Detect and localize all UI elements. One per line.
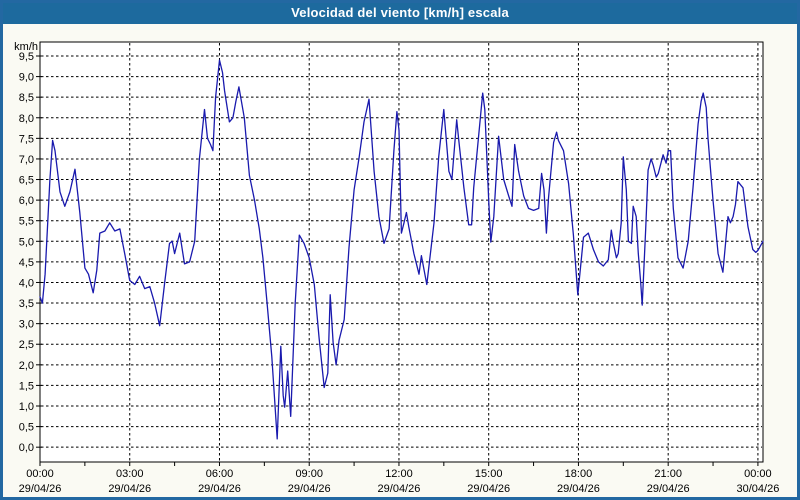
y-tick-label: 3,0	[19, 319, 34, 331]
x-tick-time-label: 00:00	[744, 468, 772, 480]
y-tick-label: 1,5	[19, 380, 34, 392]
y-tick-label: 9,5	[19, 51, 34, 63]
x-tick-date-label: 29/04/26	[198, 483, 241, 495]
y-tick-label: 3,5	[19, 298, 34, 310]
x-tick-date-label: 29/04/26	[647, 483, 690, 495]
x-tick-date-label: 29/04/26	[557, 483, 600, 495]
x-tick-time-label: 06:00	[206, 468, 234, 480]
x-tick-time-label: 00:00	[26, 468, 54, 480]
y-tick-label: 8,5	[19, 92, 34, 104]
y-tick-label: 6,0	[19, 195, 34, 207]
x-tick-date-label: 29/04/26	[108, 483, 151, 495]
x-tick-date-label: 29/04/26	[288, 483, 331, 495]
x-tick-time-label: 03:00	[116, 468, 144, 480]
page-title: Velocidad del viento [km/h] escala	[291, 4, 509, 20]
y-tick-label: 5,5	[19, 216, 34, 228]
x-tick-date-label: 29/04/26	[19, 483, 62, 495]
y-tick-label: 7,0	[19, 154, 34, 166]
x-tick-date-label: 29/04/26	[378, 483, 421, 495]
wind-speed-line	[39, 59, 764, 440]
y-tick-label: 2,0	[19, 360, 34, 372]
x-tick-time-label: 21:00	[654, 468, 682, 480]
x-tick-date-label: 29/04/26	[467, 483, 510, 495]
y-tick-label: 0,5	[19, 422, 34, 434]
y-tick-label: 2,5	[19, 339, 34, 351]
y-tick-label: 6,5	[19, 175, 34, 187]
plot-border	[39, 41, 764, 463]
y-tick-label: 5,0	[19, 236, 34, 248]
x-tick-time-label: 12:00	[385, 468, 413, 480]
y-tick-label: 4,0	[19, 277, 34, 289]
title-bar: Velocidad del viento [km/h] escala	[0, 0, 800, 24]
x-tick-date-label: 30/04/26	[737, 483, 780, 495]
y-tick-label: 7,5	[19, 133, 34, 145]
plot-area	[40, 42, 763, 462]
x-tick-time-label: 15:00	[475, 468, 503, 480]
y-tick-label: 8,0	[19, 113, 34, 125]
y-tick-label: 0,0	[19, 442, 34, 454]
y-tick-label: 1,0	[19, 401, 34, 413]
x-tick-time-label: 09:00	[295, 468, 323, 480]
x-tick-time-label: 18:00	[565, 468, 593, 480]
y-tick-label: 9,0	[19, 72, 34, 84]
y-axis-unit-label: km/h	[14, 41, 38, 53]
y-tick-label: 4,5	[19, 257, 34, 269]
